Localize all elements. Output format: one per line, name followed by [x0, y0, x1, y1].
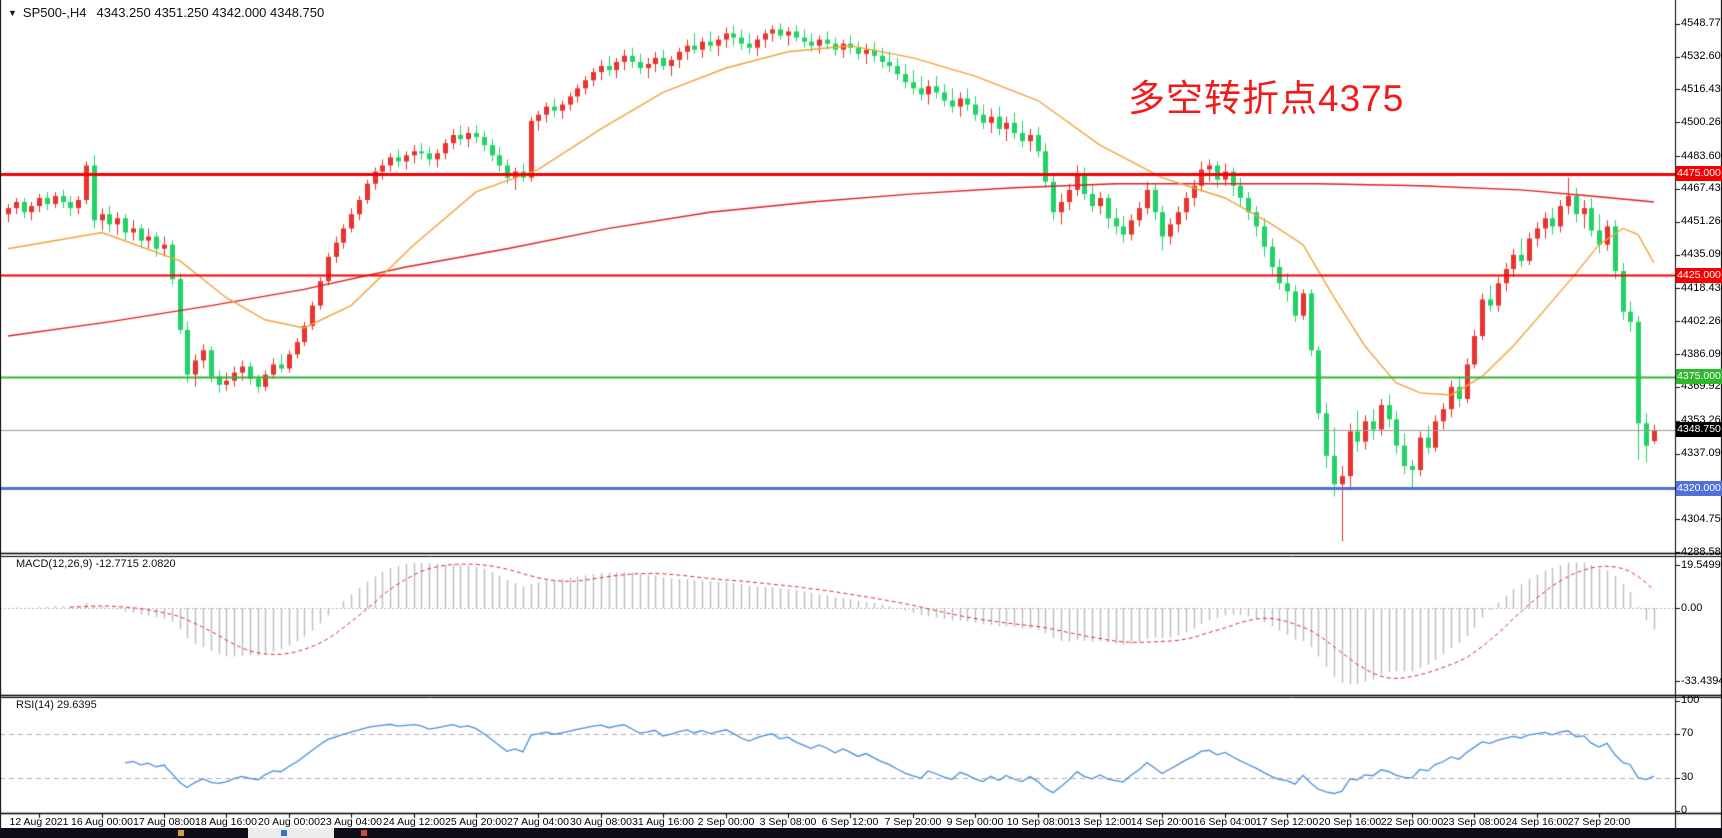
price-tick-label: 4548.770: [1681, 17, 1722, 30]
time-axis-label: 31 Aug 16:00: [632, 816, 694, 828]
ohlc-values: 4343.250 4351.250 4342.000 4348.750: [96, 5, 325, 20]
taskbar-icon-1[interactable]: [178, 830, 184, 836]
taskbar-icon-3[interactable]: [361, 830, 367, 836]
rsi-indicator-label: RSI(14) 29.6395: [16, 699, 97, 711]
time-axis-label: 10 Sep 08:00: [1006, 816, 1070, 828]
chart-title: ▼ SP500-,H4 4343.250 4351.250 4342.000 434…: [8, 5, 324, 20]
price-tick-label: 4435.090: [1681, 248, 1722, 261]
price-tick-label: 4532.600: [1681, 50, 1722, 63]
price-tick-label: 4304.750: [1681, 512, 1722, 525]
macd-tick-label: -33.4394: [1681, 674, 1722, 687]
time-axis-label: 30 Aug 08:00: [570, 816, 632, 828]
price-badge-4425.000: 4425.000: [1676, 267, 1722, 283]
time-axis-label: 17 Sep 12:00: [1255, 816, 1319, 828]
rsi-tick-label: 100: [1681, 694, 1700, 706]
macd-indicator-label: MACD(12,26,9) -12.7715 2.0820: [16, 558, 176, 570]
price-tick-label: 4288.580: [1681, 545, 1722, 558]
price-badge-4348.750: 4348.750: [1676, 422, 1722, 438]
time-axis-label: 6 Sep 12:00: [821, 816, 879, 828]
time-axis-label: 27 Aug 04:00: [507, 816, 569, 828]
price-tick-label: 4402.260: [1681, 314, 1722, 327]
time-axis-label: 27 Sep 20:00: [1567, 816, 1631, 828]
price-badge-4320.000: 4320.000: [1676, 480, 1722, 496]
time-axis-label: 24 Sep 16:00: [1505, 816, 1569, 828]
time-axis-label: 7 Sep 20:00: [884, 816, 942, 828]
price-tick-label: 4483.600: [1681, 149, 1722, 162]
time-axis-label: 12 Aug 2021: [9, 816, 69, 828]
price-badge-4475.000: 4475.000: [1676, 166, 1722, 182]
time-axis-label: 16 Sep 04:00: [1193, 816, 1257, 828]
annotation-text: 多空转折点4375: [1128, 78, 1405, 119]
time-axis-label: 23 Aug 04:00: [320, 816, 382, 828]
time-axis-label: 14 Sep 20:00: [1130, 816, 1194, 828]
time-axis-label: 24 Aug 12:00: [383, 816, 445, 828]
time-axis-label: 9 Sep 00:00: [946, 816, 1004, 828]
price-tick-label: 4500.260: [1681, 115, 1722, 128]
rsi-tick-label: 0: [1681, 804, 1688, 816]
time-axis-label: 18 Aug 16:00: [195, 816, 257, 828]
time-axis-label: 3 Sep 08:00: [759, 816, 817, 828]
time-axis-label: 23 Sep 08:00: [1442, 816, 1506, 828]
taskbar[interactable]: [0, 828, 1722, 838]
price-tick-label: 4516.430: [1681, 82, 1722, 95]
price-tick-label: 4418.430: [1681, 281, 1722, 294]
time-axis-label: 25 Aug 20:00: [445, 816, 507, 828]
taskbar-light-segment: [248, 828, 334, 838]
taskbar-icon-2[interactable]: [281, 830, 287, 836]
symbol-period-label: SP500-,H4: [22, 5, 87, 20]
time-axis-label: 22 Sep 00:00: [1380, 816, 1444, 828]
collapse-icon[interactable]: ▼: [8, 8, 17, 18]
price-badge-4375.000: 4375.000: [1676, 369, 1722, 385]
time-axis-label: 13 Sep 12:00: [1068, 816, 1132, 828]
price-tick-label: 4337.090: [1681, 447, 1722, 460]
macd-tick-label: 19.5499: [1681, 558, 1721, 571]
time-axis-label: 20 Sep 16:00: [1318, 816, 1382, 828]
price-tick-label: 4451.260: [1681, 215, 1722, 228]
time-axis-label: 16 Aug 00:00: [71, 816, 133, 828]
price-tick-label: 4386.090: [1681, 347, 1722, 360]
time-axis-label: 20 Aug 00:00: [258, 816, 320, 828]
rsi-tick-label: 30: [1681, 771, 1694, 783]
rsi-tick-label: 70: [1681, 727, 1694, 739]
time-axis-label: 17 Aug 08:00: [133, 816, 195, 828]
price-tick-label: 4467.430: [1681, 182, 1722, 195]
time-axis-label: 2 Sep 00:00: [697, 816, 755, 828]
macd-tick-label: 0.00: [1681, 601, 1703, 614]
